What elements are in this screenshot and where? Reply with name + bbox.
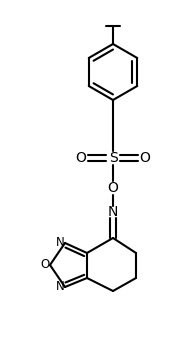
Text: N: N [56, 237, 65, 250]
Text: N: N [56, 280, 65, 293]
Text: O: O [108, 181, 118, 195]
Text: N: N [108, 205, 118, 219]
Text: S: S [109, 151, 117, 165]
Text: O: O [41, 259, 50, 271]
Text: O: O [139, 151, 150, 165]
Text: O: O [76, 151, 86, 165]
